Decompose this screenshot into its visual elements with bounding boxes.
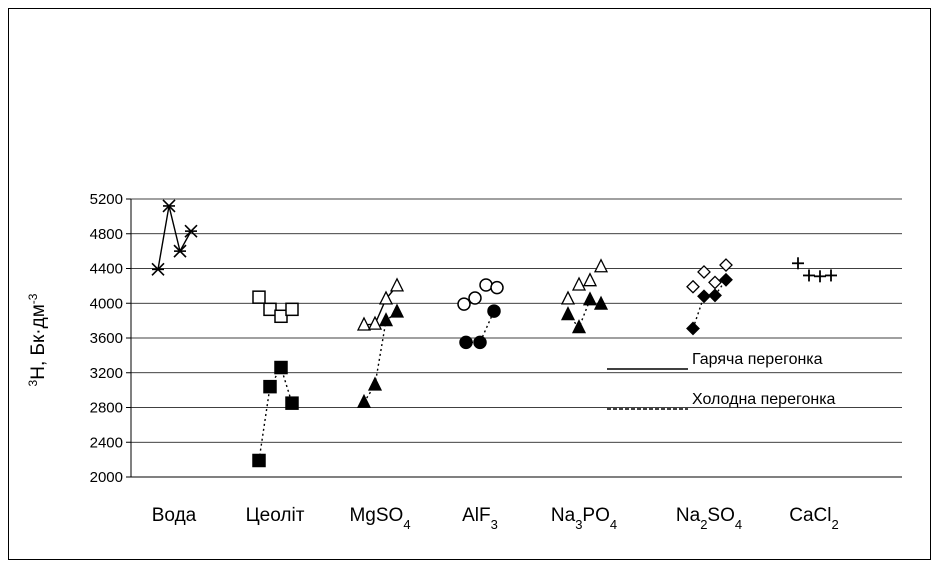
y-tick-label: 2800 bbox=[90, 400, 123, 417]
legend-label: Холодна перегонка bbox=[692, 391, 836, 408]
data-point-square-open bbox=[252, 290, 266, 304]
data-point-circle-filled bbox=[487, 304, 501, 318]
data-point-triangle-filled bbox=[356, 393, 372, 408]
series-line-cold bbox=[258, 365, 293, 461]
data-point-asterisk bbox=[173, 244, 187, 258]
x-category-label: Na2SO4 bbox=[676, 505, 742, 532]
data-point-plus bbox=[825, 269, 837, 282]
data-point-diamond-open bbox=[719, 258, 733, 272]
data-point-square-open bbox=[285, 302, 299, 317]
x-category-label: CaCl2 bbox=[789, 505, 838, 532]
series-line-hot bbox=[157, 205, 192, 270]
category-subscript: 4 bbox=[735, 517, 742, 532]
gridlines bbox=[126, 198, 902, 478]
series-line-cold bbox=[363, 311, 398, 403]
data-point-triangle-filled bbox=[582, 291, 598, 306]
category-base: Na bbox=[676, 505, 701, 526]
data-point-triangle-open bbox=[356, 316, 372, 331]
data-point-circle-open bbox=[490, 280, 504, 295]
data-point-diamond-filled bbox=[697, 289, 711, 304]
data-point-circle-open bbox=[479, 278, 493, 292]
category-subscript: 2 bbox=[700, 517, 707, 532]
category-subscript: 3 bbox=[575, 517, 582, 532]
legend: Гаряча перегонка Холодна перегонка bbox=[607, 351, 836, 410]
data-point-square-filled bbox=[263, 379, 277, 394]
series-line-cold bbox=[692, 279, 727, 329]
data-point-diamond-filled bbox=[708, 288, 722, 303]
data-point-circle-filled bbox=[459, 335, 473, 350]
series-line-cold bbox=[466, 310, 495, 344]
x-category-label: Вода bbox=[152, 505, 197, 526]
y-axis-label-sup-pre: 3 bbox=[26, 379, 40, 386]
data-point-diamond-filled bbox=[719, 272, 733, 287]
legend-label: Гаряча перегонка bbox=[692, 351, 823, 368]
category-base: CaCl bbox=[789, 505, 831, 526]
data-point-triangle-filled bbox=[593, 295, 609, 310]
data-point-triangle-open bbox=[593, 258, 609, 273]
category-base: Na bbox=[551, 505, 576, 526]
data-point-circle-filled bbox=[473, 335, 487, 350]
category-base: AlF bbox=[462, 505, 491, 526]
x-category-label: Цеоліт bbox=[246, 505, 305, 526]
data-point-plus bbox=[814, 270, 826, 283]
data-point-square-filled bbox=[285, 396, 299, 410]
data-point-square-open bbox=[263, 302, 277, 317]
data-point-triangle-filled bbox=[389, 303, 405, 318]
data-point-circle-open bbox=[468, 291, 482, 305]
category-subscript: 4 bbox=[610, 517, 617, 532]
data-point-triangle-filled bbox=[571, 319, 587, 334]
x-category-label: MgSO4 bbox=[349, 505, 410, 532]
data-point-triangle-open bbox=[389, 277, 405, 292]
data-point-triangle-open bbox=[571, 276, 587, 291]
data-point-square-filled bbox=[252, 453, 266, 468]
y-tick-label: 2000 bbox=[90, 469, 123, 486]
y-tick-label: 4800 bbox=[90, 226, 123, 243]
data-point-diamond-open bbox=[708, 275, 722, 290]
category-subscript: 2 bbox=[832, 517, 839, 532]
data-point-triangle-open bbox=[367, 315, 383, 330]
category-base: Цеоліт bbox=[246, 505, 305, 526]
y-tick-labels: 2000 2400 2800 3200 3600 4000 4400 4800 5200 bbox=[90, 191, 123, 486]
chart-frame bbox=[8, 8, 931, 560]
data-point-triangle-filled bbox=[367, 376, 383, 391]
y-axis-label-sup-post: -3 bbox=[26, 293, 40, 304]
data-point-diamond-open bbox=[686, 279, 700, 294]
series-line-hot bbox=[363, 285, 398, 326]
category-tail: PO bbox=[582, 505, 609, 526]
category-base: MgSO bbox=[349, 505, 403, 526]
y-tick-label: 3600 bbox=[90, 330, 123, 347]
data-point-triangle-open bbox=[582, 272, 598, 287]
y-tick-label: 4000 bbox=[90, 295, 123, 312]
x-category-label: Na3PO4 bbox=[551, 505, 617, 532]
y-axis-label-base: H, Бк·дм bbox=[28, 304, 49, 380]
data-point-diamond-open bbox=[697, 265, 711, 279]
data-point-triangle-filled bbox=[378, 312, 394, 327]
data-point-plus bbox=[792, 257, 804, 270]
category-subscript: 3 bbox=[491, 517, 498, 532]
data-point-triangle-open bbox=[378, 290, 394, 305]
data-point-asterisk bbox=[184, 224, 198, 238]
data-point-diamond-filled bbox=[686, 321, 700, 336]
data-point-asterisk bbox=[162, 199, 176, 213]
data-point-asterisk bbox=[151, 262, 165, 276]
data-point-square-open bbox=[274, 309, 288, 324]
x-category-labels: Вода Цеоліт MgSO4 AlF3 Na3PO4 Na2SO4 CaCl2 bbox=[152, 505, 839, 532]
x-category-label: AlF3 bbox=[462, 505, 498, 532]
y-tick-label: 3200 bbox=[90, 365, 123, 382]
data-point-triangle-open bbox=[560, 290, 576, 305]
data-point-plus bbox=[803, 269, 815, 282]
category-tail: SO bbox=[707, 505, 734, 526]
data-point-triangle-filled bbox=[560, 306, 576, 321]
series-lines bbox=[157, 205, 727, 461]
y-tick-label: 5200 bbox=[90, 191, 123, 208]
category-subscript: 4 bbox=[403, 517, 410, 532]
y-tick-label: 2400 bbox=[90, 434, 123, 451]
y-axis-label: 3H, Бк·дм-3 bbox=[26, 293, 49, 386]
data-point-circle-open bbox=[457, 297, 471, 311]
y-tick-label: 4400 bbox=[90, 261, 123, 278]
data-points bbox=[151, 199, 837, 468]
category-base: Вода bbox=[152, 505, 197, 526]
data-point-square-filled bbox=[274, 360, 288, 375]
